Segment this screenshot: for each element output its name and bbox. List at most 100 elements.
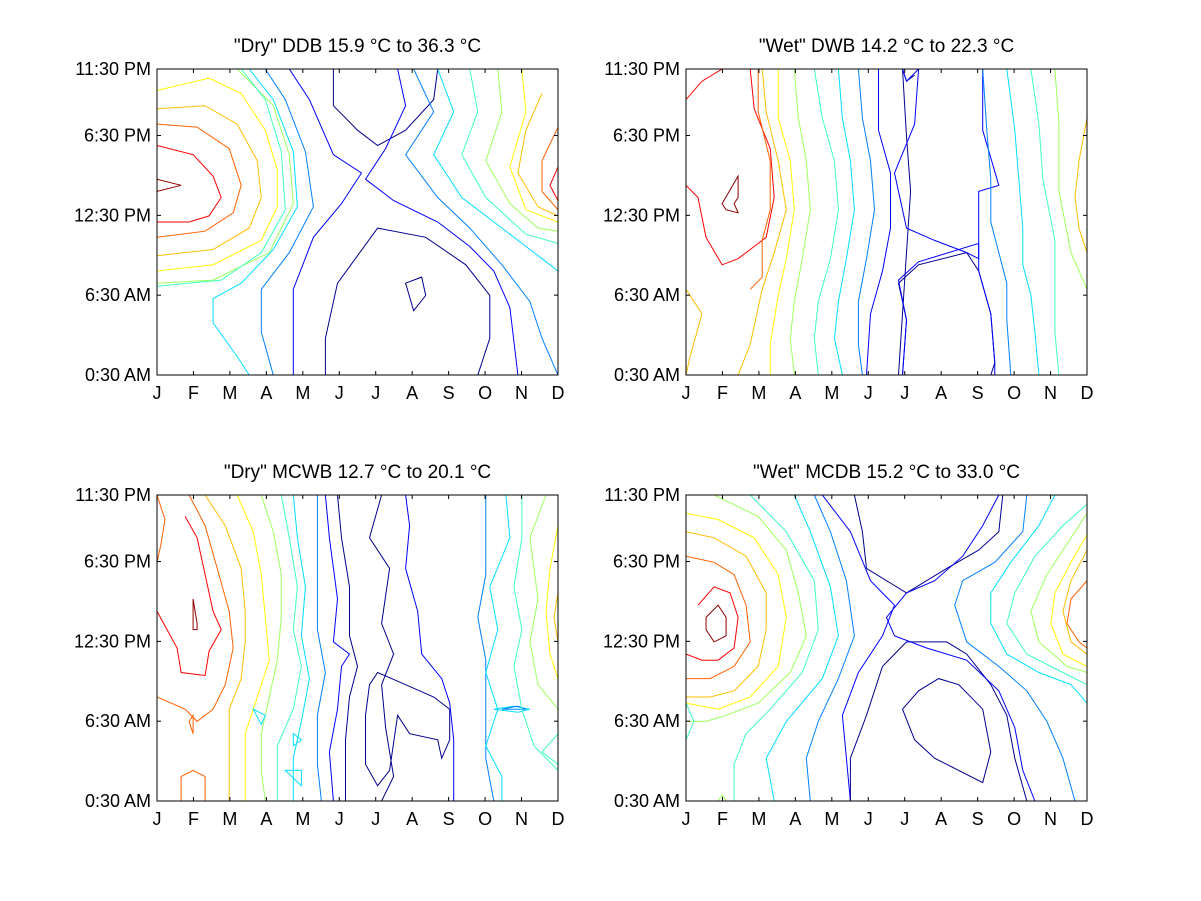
contour-line bbox=[157, 495, 166, 563]
x-tick-label: S bbox=[972, 383, 984, 403]
contour-line bbox=[365, 671, 451, 787]
x-tick-label: M bbox=[751, 383, 766, 403]
contour-line bbox=[157, 105, 262, 257]
y-tick-label: 12:30 PM bbox=[603, 631, 680, 651]
contour-line bbox=[721, 174, 739, 214]
contour-line bbox=[849, 641, 1028, 801]
x-tick-label: A bbox=[406, 383, 418, 403]
y-tick-label: 6:30 PM bbox=[613, 126, 680, 146]
contour-line bbox=[1066, 580, 1087, 649]
x-tick-label: J bbox=[864, 383, 873, 403]
contour-line bbox=[288, 69, 363, 375]
y-tick-label: 11:30 PM bbox=[604, 485, 680, 505]
contour-line bbox=[686, 702, 695, 740]
contour-line bbox=[898, 69, 912, 375]
contour-line bbox=[686, 512, 787, 710]
axes-box bbox=[685, 494, 1088, 802]
contour-line bbox=[705, 604, 727, 643]
x-tick-label: F bbox=[717, 383, 728, 403]
y-tick-label: 6:30 PM bbox=[613, 552, 680, 572]
contour-line bbox=[529, 495, 558, 710]
x-tick-label: A bbox=[406, 809, 418, 829]
contour-line bbox=[885, 495, 1036, 801]
y-tick-label: 0:30 AM bbox=[85, 791, 151, 811]
x-tick-label: N bbox=[515, 383, 528, 403]
contour-lines bbox=[686, 495, 1087, 801]
y-tick-label: 6:30 AM bbox=[85, 285, 151, 305]
subplot-1: "Dry" DDB 15.9 °C to 36.3 °C J F M A M J J A S O N D… bbox=[74, 36, 565, 403]
contour-line bbox=[461, 69, 558, 244]
contour-line bbox=[857, 69, 876, 375]
contour-line bbox=[733, 495, 819, 801]
contour-line bbox=[1006, 69, 1040, 375]
contour-line bbox=[157, 123, 242, 238]
contour-line bbox=[1054, 69, 1087, 290]
contour-line bbox=[252, 708, 266, 726]
x-tick-label: A bbox=[935, 383, 947, 403]
contour-line bbox=[813, 69, 839, 375]
axes-box bbox=[685, 68, 1088, 376]
contour-line bbox=[686, 69, 723, 100]
contour-line bbox=[789, 69, 811, 375]
y-tick-label: 12:30 PM bbox=[74, 205, 151, 225]
x-tick-label: J bbox=[371, 809, 380, 829]
x-tick-label: M bbox=[295, 809, 310, 829]
contour-line bbox=[686, 586, 739, 661]
y-tick-label: 11:30 PM bbox=[75, 485, 151, 505]
x-tick-label: J bbox=[900, 383, 909, 403]
x-tick-label: F bbox=[717, 809, 728, 829]
x-tick-label: A bbox=[260, 383, 272, 403]
contour-line bbox=[324, 227, 491, 375]
contour-line bbox=[192, 598, 198, 631]
contour-line bbox=[493, 705, 531, 713]
contour-line bbox=[332, 69, 439, 147]
axes-box bbox=[156, 68, 559, 376]
contour-line bbox=[769, 69, 795, 375]
contour-line bbox=[157, 178, 182, 192]
contour-line bbox=[405, 495, 455, 801]
contour-line bbox=[157, 77, 278, 272]
contour-line bbox=[686, 555, 751, 680]
axes-box bbox=[156, 494, 559, 802]
subplot-title: "Wet" MCDB 15.2 °C to 33.0 °C bbox=[753, 462, 1020, 483]
contour-line bbox=[549, 166, 558, 201]
subplot-title: "Wet" DWB 14.2 °C to 22.3 °C bbox=[759, 36, 1014, 57]
x-tick-label: F bbox=[188, 809, 199, 829]
x-tick-label: A bbox=[935, 809, 947, 829]
contour-line bbox=[180, 769, 206, 801]
x-tick-label: J bbox=[371, 383, 380, 403]
contour-line bbox=[485, 495, 511, 801]
contour-line bbox=[188, 713, 194, 734]
contour-line bbox=[260, 69, 314, 375]
contour-lines bbox=[157, 495, 558, 801]
x-tick-label: M bbox=[824, 809, 839, 829]
contour-line bbox=[212, 69, 298, 375]
subplot-3: "Dry" MCWB 12.7 °C to 20.1 °C J F M A M J J A S O N… bbox=[74, 462, 565, 829]
contour-line bbox=[204, 495, 246, 801]
contour-line bbox=[902, 69, 919, 83]
subplot-title: "Dry" DDB 15.9 °C to 36.3 °C bbox=[234, 36, 481, 57]
contour-line bbox=[324, 495, 351, 801]
x-tick-label: D bbox=[1081, 809, 1094, 829]
contour-line bbox=[821, 495, 896, 801]
y-tick-label: 0:30 AM bbox=[614, 365, 680, 385]
contour-line bbox=[509, 69, 558, 223]
subplots: "Dry" DDB 15.9 °C to 36.3 °C J F M A M J J A S O N D… bbox=[74, 36, 1094, 829]
contour-line bbox=[364, 69, 519, 375]
contour-line bbox=[292, 495, 310, 801]
x-tick-label: M bbox=[222, 383, 237, 403]
x-tick-label: N bbox=[1044, 809, 1057, 829]
subplot-title: "Dry" MCWB 12.7 °C to 20.1 °C bbox=[224, 462, 491, 483]
contour-line bbox=[260, 495, 282, 801]
x-tick-label: O bbox=[478, 383, 492, 403]
contour-line bbox=[157, 495, 234, 723]
x-tick-label: J bbox=[682, 383, 691, 403]
y-tick-label: 6:30 AM bbox=[614, 711, 680, 731]
y-tick-label: 0:30 AM bbox=[614, 791, 680, 811]
contour-line bbox=[517, 93, 558, 217]
contour-line bbox=[316, 495, 326, 801]
x-tick-label: J bbox=[682, 809, 691, 829]
contour-line bbox=[404, 276, 427, 312]
